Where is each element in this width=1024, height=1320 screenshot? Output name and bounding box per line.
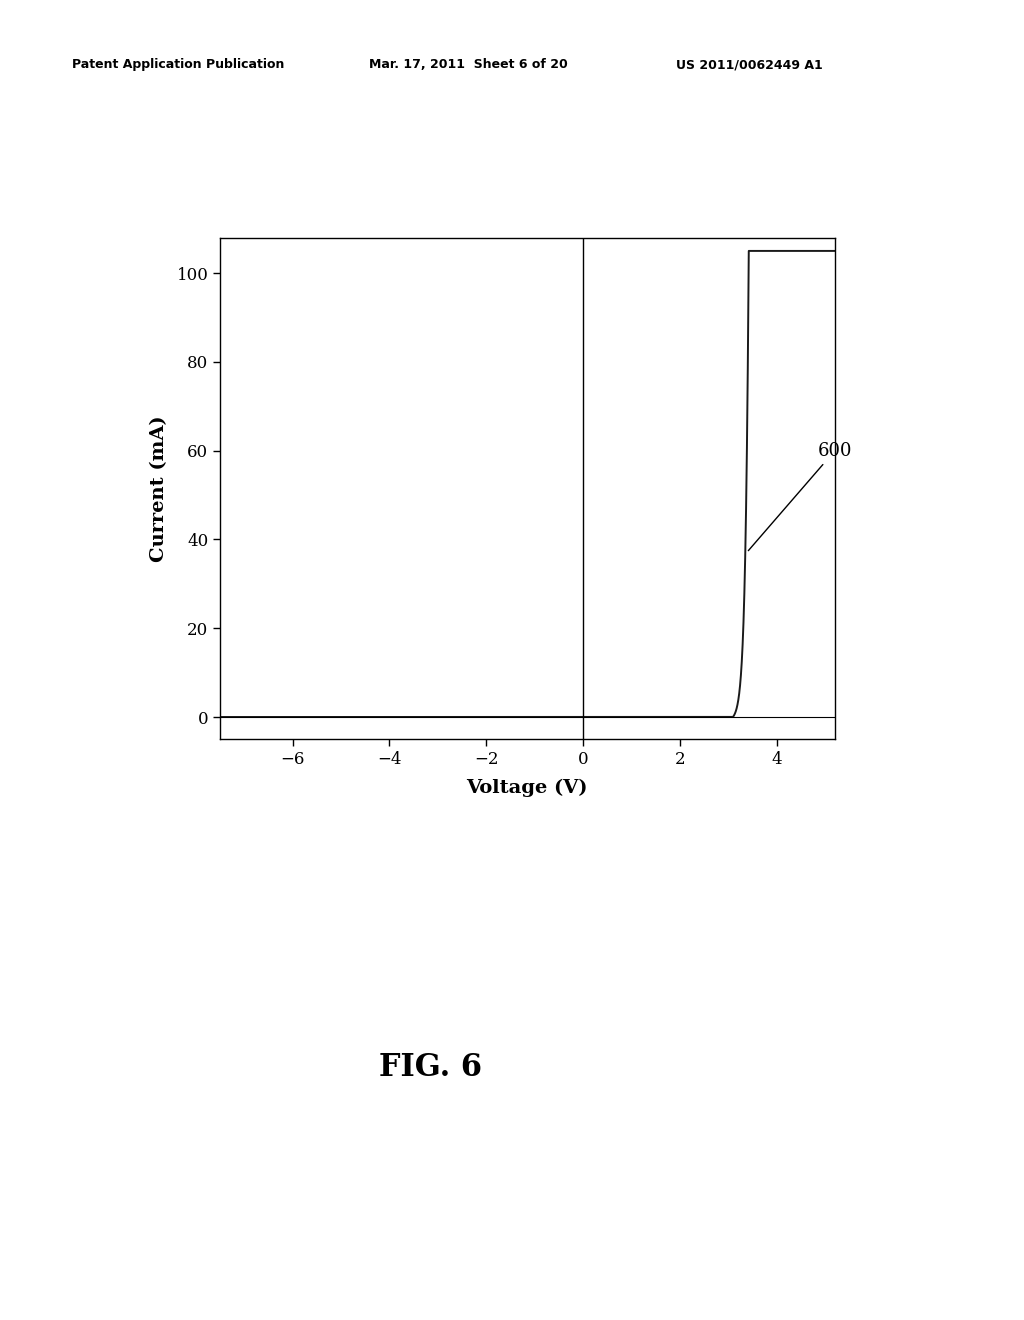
X-axis label: Voltage (V): Voltage (V) [467,779,588,797]
Text: US 2011/0062449 A1: US 2011/0062449 A1 [676,58,822,71]
Text: Mar. 17, 2011  Sheet 6 of 20: Mar. 17, 2011 Sheet 6 of 20 [369,58,567,71]
Text: Patent Application Publication: Patent Application Publication [72,58,284,71]
Y-axis label: Current (mA): Current (mA) [151,414,168,562]
Text: FIG. 6: FIG. 6 [379,1052,481,1082]
Text: 600: 600 [749,442,852,550]
